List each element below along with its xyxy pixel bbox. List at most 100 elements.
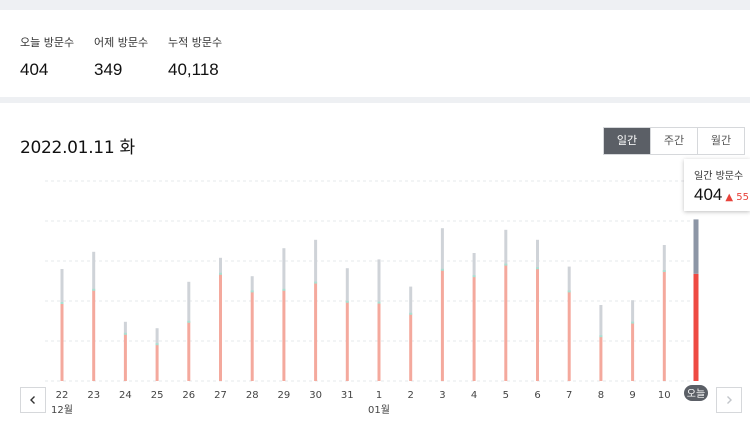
tab-monthly[interactable]: 월간 (697, 128, 744, 154)
bar-divider (440, 268, 444, 271)
bar-new (693, 273, 699, 381)
bar-returning (155, 328, 159, 345)
x-tick-label: 25 (151, 390, 164, 401)
bar-new (345, 301, 349, 381)
x-tick-label: 27 (214, 390, 227, 401)
tab-daily[interactable]: 일간 (604, 128, 650, 154)
bar-divider (631, 321, 635, 324)
tab-weekly[interactable]: 주간 (650, 128, 697, 154)
x-tick-label: 8 (598, 390, 604, 401)
x-tick-label: 오늘 (687, 388, 705, 400)
x-tick-label: 28 (246, 390, 259, 401)
x-tick-label: 10 (658, 390, 671, 401)
bar-new (472, 276, 476, 381)
bar-returning (282, 248, 286, 290)
stat-yesterday-label: 어제 방문수 (94, 36, 149, 49)
bar-new (60, 303, 64, 381)
x-tick-label: 5 (503, 390, 509, 401)
today-tooltip: 일간 방문수 404 ▲ 55 (684, 159, 750, 211)
bar-divider (282, 288, 286, 291)
bar-returning (536, 239, 539, 269)
bar-new (282, 289, 286, 381)
tooltip-value: 404 (694, 185, 723, 204)
bar-divider (472, 275, 476, 278)
stat-yesterday-value: 349 (94, 60, 123, 79)
x-tick-label: 7 (566, 390, 572, 401)
bar-returning (377, 259, 381, 303)
bar-new (631, 322, 635, 381)
bar-new (187, 321, 191, 381)
x-tick-label: 30 (309, 390, 322, 401)
bar-new (123, 333, 127, 381)
bar-new (219, 273, 222, 381)
bar-divider (662, 270, 666, 272)
next-button[interactable] (716, 387, 742, 413)
bar-returning (693, 219, 699, 274)
period-toggle: 일간 주간 월간 (603, 127, 745, 155)
bar-returning (599, 305, 603, 337)
bar-returning (662, 245, 666, 271)
x-tick-label: 22 (56, 390, 69, 401)
stat-total-label: 누적 방문수 (168, 36, 223, 49)
bar-new (250, 291, 254, 381)
bar-new (92, 289, 96, 381)
x-tick-label: 4 (471, 390, 477, 401)
stat-total: 누적 방문수 40,118 (168, 34, 222, 80)
bar-divider (409, 312, 413, 315)
x-tick-label: 31 (341, 390, 354, 401)
x-tick-label: 23 (87, 390, 100, 401)
prev-button[interactable] (20, 387, 46, 413)
tooltip-delta: ▲ 55 (725, 192, 749, 203)
bar-new (377, 302, 381, 381)
x-tick-label: 1 (376, 390, 382, 401)
stat-today-label: 오늘 방문수 (20, 36, 75, 49)
stat-total-value: 40,118 (168, 60, 219, 79)
bar-returning (60, 269, 64, 303)
bar-returning (92, 251, 96, 290)
bar-returning (440, 228, 444, 270)
chevron-right-icon (727, 396, 732, 404)
month-label: 01월 (368, 404, 390, 416)
bar-divider (314, 281, 318, 284)
bar-divider (187, 320, 191, 323)
bar-returning (345, 268, 349, 302)
date-title: 2022.01.11 화 (20, 138, 135, 158)
bar-divider (155, 343, 159, 346)
bar-returning (187, 281, 191, 322)
bar-returning (472, 253, 476, 277)
stat-yesterday: 어제 방문수 349 (94, 34, 148, 80)
bar-divider (92, 288, 96, 291)
bar-returning (409, 286, 413, 314)
bar-new (536, 268, 539, 381)
bar-new (409, 313, 413, 381)
bar-divider (219, 272, 222, 275)
chart-card: 2022.01.11 화 일간 주간 월간 22 23 24 25 26 27 28 29 30… (0, 103, 750, 428)
bar-returning (219, 257, 222, 274)
bar-divider (345, 300, 349, 303)
bar-new (504, 264, 508, 381)
bar-divider (60, 302, 64, 304)
bar-returning (567, 266, 571, 292)
bar-new (567, 291, 571, 381)
bar-divider (536, 267, 539, 270)
x-tick-label: 2 (408, 390, 414, 401)
stat-today: 오늘 방문수 404 (20, 34, 74, 80)
bar-returning (314, 239, 318, 283)
bar-returning (504, 229, 508, 265)
stat-today-value: 404 (20, 60, 49, 79)
bar-divider (377, 301, 381, 304)
x-tick-label: 3 (439, 390, 445, 401)
bar-divider (599, 335, 603, 338)
x-tick-label: 29 (278, 390, 291, 401)
bar-divider (250, 290, 254, 293)
bar-new (599, 336, 603, 381)
stats-card: 오늘 방문수 404 어제 방문수 349 누적 방문수 40,118 (0, 10, 750, 97)
x-tick-label: 24 (119, 390, 132, 401)
tooltip-label: 일간 방문수 (694, 171, 744, 182)
x-tick-label: 26 (182, 390, 195, 401)
bar-returning (250, 276, 254, 292)
bar-new (155, 344, 159, 381)
chevron-left-icon (30, 396, 35, 404)
bar-divider (123, 332, 127, 335)
